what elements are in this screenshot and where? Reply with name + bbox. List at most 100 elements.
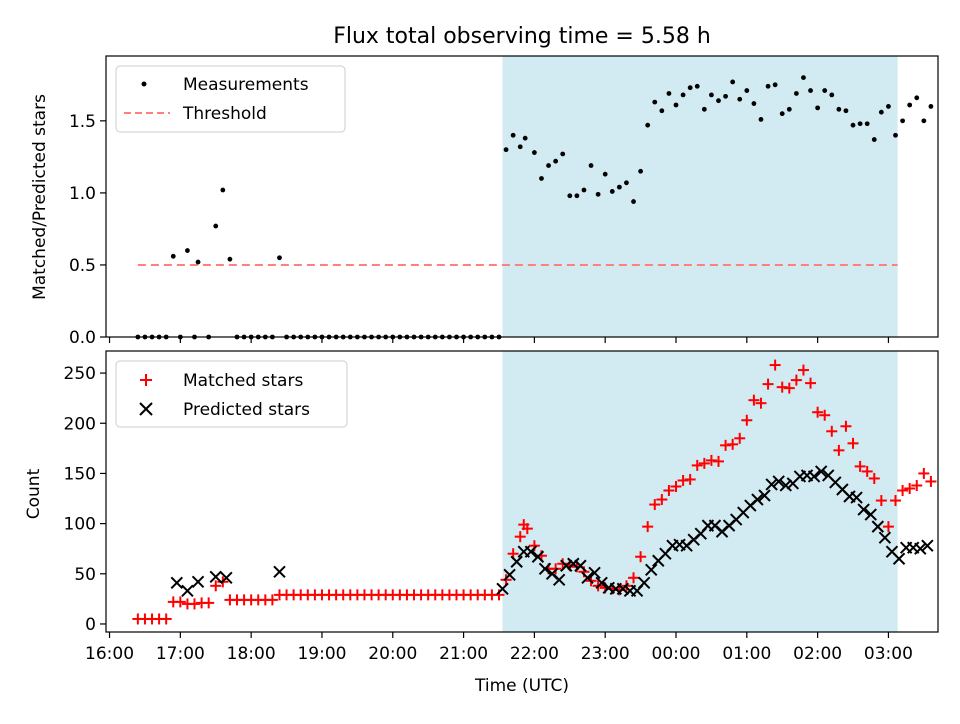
predicted-star-point <box>538 562 552 575</box>
predicted-star-point <box>595 576 608 590</box>
observing-window-shade-bottom <box>502 351 898 632</box>
measurement-point <box>624 180 629 186</box>
observing-window-shade-top <box>502 56 898 337</box>
x-tick-label: 16:00 <box>85 644 134 664</box>
measurement-point <box>659 108 665 114</box>
x-axis-label: Time (UTC) <box>474 676 569 696</box>
predicted-legend-marker <box>139 402 153 416</box>
measurement-point <box>907 102 913 108</box>
predicted-star-point <box>503 568 516 582</box>
predicted-star-point <box>273 565 286 578</box>
matched-star-point <box>670 480 682 492</box>
matched-star-point <box>691 459 703 471</box>
matched-star-point <box>762 378 774 390</box>
measurement-point <box>631 199 636 204</box>
matched-star-point <box>649 499 661 511</box>
measurement-point <box>588 163 594 168</box>
matched-star-point <box>500 574 512 586</box>
matched-star-point <box>160 613 172 625</box>
matched-star-point <box>628 572 640 584</box>
matched-star-point <box>890 495 902 507</box>
measurement-point <box>709 92 714 98</box>
predicted-star-point <box>567 557 580 570</box>
predicted-star-point <box>814 465 828 478</box>
matched-star-point <box>210 580 222 592</box>
measurements-legend-marker <box>141 81 147 87</box>
bottom-y-axis-label: Count <box>24 468 44 519</box>
matched-star-point <box>698 457 710 469</box>
matched-star-point <box>203 597 215 609</box>
predicted-star-point <box>864 508 877 521</box>
top-y-tick-label: 0.0 <box>69 328 96 348</box>
top-y-tick-label: 1.5 <box>69 112 96 132</box>
measurement-point <box>680 92 686 98</box>
x-tick-label: 23:00 <box>581 644 630 664</box>
matched-star-point <box>819 409 831 421</box>
measurement-point <box>779 111 785 117</box>
measurement-point <box>553 158 559 164</box>
matched-star-point <box>720 439 732 451</box>
measurement-point <box>510 132 516 138</box>
measurement-point <box>581 187 587 193</box>
measurement-point <box>716 98 721 104</box>
measurement-point <box>808 88 813 93</box>
measurement-point <box>744 88 750 93</box>
measurement-point <box>567 193 573 199</box>
measurement-point <box>602 171 608 177</box>
predicted-star-point <box>892 552 906 565</box>
predicted-star-point <box>574 559 587 572</box>
top-y-tick-label: 1.0 <box>69 184 96 204</box>
ratio-panel: Flux total observing time = 5.58 h 0.0 0.… <box>30 24 939 348</box>
matched-star-point <box>521 523 533 535</box>
measurement-point <box>645 122 651 128</box>
predicted-star-point <box>552 573 566 587</box>
matched-star-point <box>174 596 186 608</box>
predicted-star-point <box>616 582 630 596</box>
matched-star-point <box>875 495 887 507</box>
chart-title: Flux total observing time = 5.58 h <box>333 24 711 49</box>
measurement-point <box>730 79 736 85</box>
matched-star-point <box>833 444 845 456</box>
matched-star-point <box>854 460 866 472</box>
matched-star-point <box>748 394 760 406</box>
matched-star-point <box>797 364 809 376</box>
measurement-point <box>723 93 728 99</box>
measurement-point <box>694 83 700 89</box>
measurement-point <box>829 92 835 98</box>
matched-star-point <box>741 414 753 426</box>
legend-matched-stars: Matched stars <box>183 371 303 391</box>
predicted-star-point <box>209 570 222 584</box>
bottom-y-tick-label: 0 <box>85 615 96 635</box>
matched-star-point <box>663 484 675 496</box>
x-tick-label: 01:00 <box>722 644 771 664</box>
matched-star-point <box>656 494 668 506</box>
matched-star-point <box>684 473 696 485</box>
matched-star-point <box>904 482 916 494</box>
predicted-star-point <box>779 479 792 492</box>
measurement-point <box>921 118 927 124</box>
x-tick-label: 22:00 <box>510 644 559 664</box>
matched-star-point <box>918 467 930 479</box>
measurement-point <box>786 106 792 112</box>
x-tick-label: 17:00 <box>156 644 205 664</box>
x-tick-label: 00:00 <box>652 644 701 664</box>
x-tick-label: 18:00 <box>227 644 276 664</box>
measurement-point <box>522 135 528 141</box>
predicted-star-point <box>170 576 184 590</box>
measurement-point <box>751 101 757 106</box>
measurement-point <box>652 99 658 105</box>
predicted-star-point <box>524 545 538 558</box>
bottom-axes-frame <box>105 350 939 633</box>
matched-star-point <box>868 472 880 484</box>
measurement-point <box>893 132 898 138</box>
predicted-star-point <box>496 582 509 596</box>
matched-star-point <box>925 475 937 487</box>
measurement-point <box>878 109 884 115</box>
measurement-point <box>871 137 877 142</box>
measurement-point <box>900 118 905 124</box>
x-tick-label: 21:00 <box>439 644 488 664</box>
measurement-point <box>857 121 863 127</box>
matched-star-point <box>882 521 894 533</box>
measurement-point <box>195 259 201 265</box>
matched-star-point <box>847 437 859 449</box>
